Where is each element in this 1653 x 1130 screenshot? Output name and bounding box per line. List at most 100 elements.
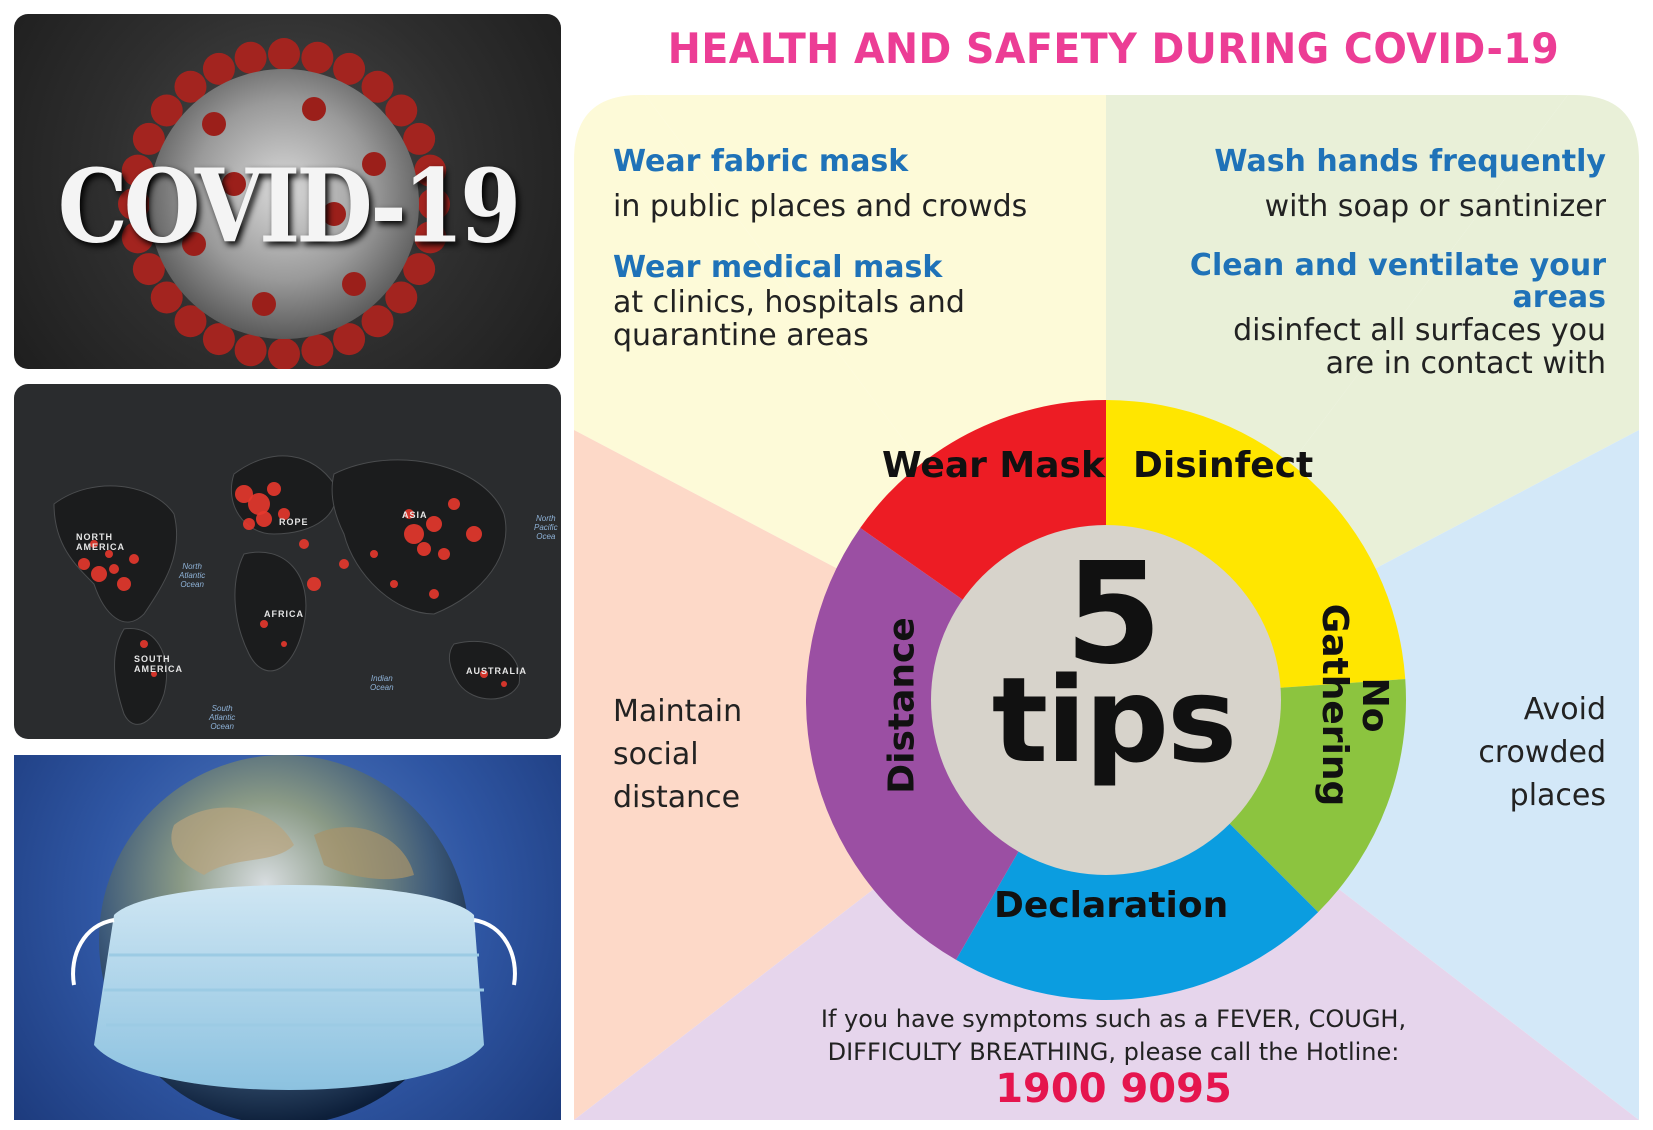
virus-spike [333,323,366,356]
outbreak-dot [260,620,268,628]
outbreak-dot [299,539,309,549]
virus-spike [403,253,436,286]
outbreak-dot [90,540,98,548]
infographic-graphics [574,95,1639,1120]
infographic-title: HEALTH AND SAFETY DURING COVID-19 [667,24,1560,73]
virus-spike [234,41,267,74]
outbreak-dot [248,493,270,515]
tip-clean-title: Clean and ventilate your areas [1189,248,1606,315]
virus-spike [301,334,334,367]
covid-virus-photo: COVID-19 [14,14,561,369]
outbreak-dot [117,577,131,591]
virus-spike [414,221,447,254]
segment-disinfect [1226,679,1406,913]
world-map-photo: NORTH AMERICA ROPE ASIA AFRICA SOUTH AME… [14,384,561,739]
segment-declaration-label: Declaration [994,885,1229,926]
label-europe: ROPE [279,517,309,527]
outbreak-dot [448,498,460,510]
world-map-illustration [53,455,521,725]
virus-spike [342,272,366,296]
outbreak-dot [426,516,442,532]
virus-spike [385,94,418,127]
label-north-atlantic: North Atlantic Ocean [179,562,206,589]
virus-spike [302,97,326,121]
outbreak-dot [140,640,148,648]
virus-spike [361,305,394,338]
outbreak-dot [307,577,321,591]
virus-spike [132,122,165,155]
outbreak-dot [480,670,488,678]
outbreak-dot [129,554,139,564]
covid-19-text: COVID-19 [57,146,522,266]
tip-fabric-mask-text: in public places and crowds [613,189,1028,224]
outbreak-dot [417,542,431,556]
virus-spike [252,292,276,316]
tip-clean-text: disinfect all surfaces you are in contac… [1233,313,1606,381]
virus-spike [202,323,235,356]
segment-distance [860,400,1106,603]
outbreak-dot [404,509,414,519]
center-word: tips [991,651,1238,789]
label-south-america: SOUTH AMERICA [134,654,183,674]
segment-declaration [806,527,1021,960]
virus-spike [418,188,450,220]
label-south-atlantic: South Atlantic Ocean [209,704,236,731]
outbreak-dot [91,566,107,582]
tip-gathering-text: Avoid crowded places [1478,692,1606,813]
tip-medical-mask-text: at clinics, hospitals and quarantine are… [613,285,965,353]
outbreak-dot [267,482,281,496]
virus-spike [322,202,346,226]
virus-spike [385,281,418,314]
outbreak-dot [109,564,119,574]
outbreak-dot [466,526,482,542]
outbreak-dot [281,641,287,647]
virus-spike [222,172,246,196]
outbreak-dot [404,524,424,544]
virus-spike [132,253,165,286]
virus-spike [150,94,183,127]
label-africa: AFRICA [264,609,304,619]
outbreak-dot [235,485,253,503]
virus-spike [182,232,206,256]
virus-spike [118,188,150,220]
outbreak-dot [390,580,398,588]
virus-spike [268,338,300,369]
segment-disinfect-label: Disinfect [1133,445,1314,486]
outbreak-dot [438,548,450,560]
tip-wash-hands-text: with soap or santinizer [1264,189,1606,224]
covid-tips-infographic: HEALTH AND SAFETY DURING COVID-19 Wear f… [574,0,1653,1120]
virus-spike [174,70,207,103]
virus-spike [403,122,436,155]
label-north-america: NORTH AMERICA [76,532,125,552]
virus-spike [268,38,300,70]
label-australia: AUSTRALIA [466,666,527,676]
virus-spike [202,52,235,85]
virus-spike [121,221,154,254]
tip-wash-hands-title: Wash hands frequently [1214,144,1606,179]
center-number: 5 [1064,533,1163,696]
virus-spike [362,152,386,176]
outbreak-dot [278,508,290,520]
outbreak-dot [339,559,349,569]
tip-distance-text: Maintain social distance [613,694,743,815]
outbreak-dot [501,681,507,687]
outbreak-dot [429,589,439,599]
segment-wear-mask-label: Wear Mask [882,445,1105,486]
tip-medical-mask-title: Wear medical mask [613,250,943,285]
virus-spike [202,112,226,136]
outbreak-dot [105,550,113,558]
outbreak-dot [256,511,272,527]
hotline-number: 1900 9095 [995,1066,1232,1112]
earth-with-mask-illustration [71,755,517,1120]
segment-wear-mask [1106,400,1406,689]
virus-spike [361,70,394,103]
outbreak-dot [243,518,255,530]
segment-no-gathering [956,820,1319,1000]
tip-fabric-mask-title: Wear fabric mask [613,144,909,179]
outbreak-dot [151,671,157,677]
virus-spike [174,305,207,338]
virus-spike [234,334,267,367]
virus-illustration [118,38,450,369]
outbreak-dot [370,550,378,558]
virus-spike [301,41,334,74]
